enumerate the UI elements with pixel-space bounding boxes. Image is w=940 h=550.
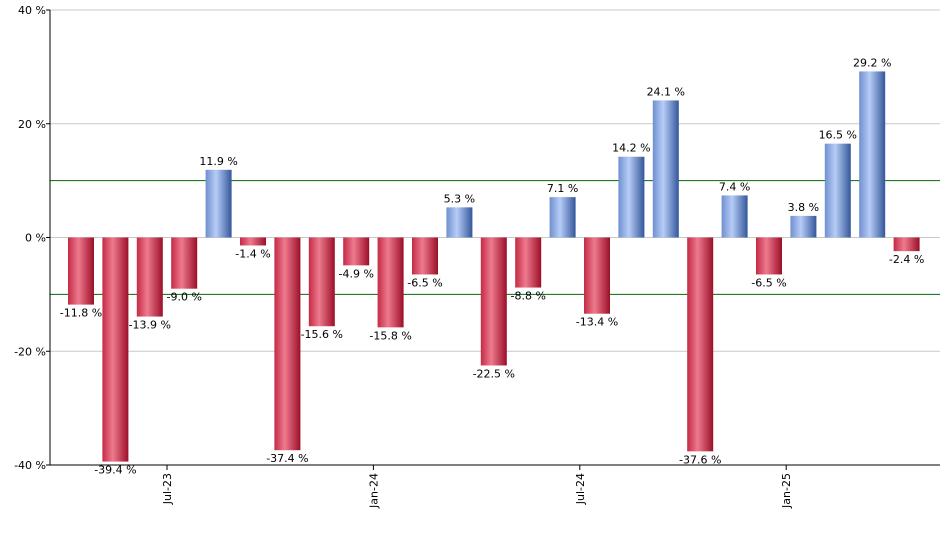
data-label: -8.8 %	[510, 290, 545, 303]
data-label: -9.0 %	[166, 291, 201, 304]
bar	[446, 207, 473, 238]
data-label: -6.5 %	[751, 276, 786, 289]
bar	[308, 237, 335, 327]
bar	[480, 237, 507, 366]
data-label: -37.6 %	[679, 453, 721, 466]
data-label: -22.5 %	[473, 367, 515, 380]
x-tick-label: Jul-23	[161, 473, 174, 505]
bar	[584, 237, 610, 314]
bar	[343, 237, 370, 266]
axes: 40 % 20 % 0 % -20 % -40 % Jul-23 Jan-24 Jul-24 J…	[14, 4, 940, 509]
bar	[687, 237, 714, 452]
bar	[68, 237, 94, 305]
data-label: 3.8 %	[788, 201, 819, 214]
bar	[859, 71, 886, 238]
data-label: 29.2 %	[853, 56, 891, 69]
data-label: -37.4 %	[266, 452, 308, 465]
bar	[515, 237, 542, 288]
bar	[377, 237, 404, 328]
data-labels: -11.8 % -39.4 % -13.9 % -9.0 % 11.9 % -1.4 % -…	[60, 56, 925, 476]
bar	[893, 237, 920, 252]
data-label: 5.3 %	[444, 192, 475, 205]
bar	[240, 237, 266, 246]
data-label: 14.2 %	[612, 142, 650, 155]
data-label: 7.4 %	[719, 180, 750, 193]
data-label: -15.8 %	[369, 329, 411, 342]
bar	[549, 197, 576, 238]
bar	[412, 237, 438, 275]
data-label: -13.4 %	[576, 316, 618, 329]
bar	[652, 100, 679, 238]
bar	[790, 215, 817, 238]
data-label: -4.9 %	[338, 267, 373, 280]
data-label: -11.8 %	[60, 307, 102, 320]
bar	[136, 237, 163, 317]
x-tick-label: Jan-25	[780, 473, 793, 509]
y-tick-label: -40 %	[14, 459, 46, 472]
bar	[721, 195, 748, 238]
data-label: 16.5 %	[819, 129, 857, 142]
y-tick-label: -20 %	[14, 345, 46, 358]
y-tick-label: 0 %	[25, 232, 46, 245]
data-label: 24.1 %	[647, 85, 685, 98]
data-label: 11.9 %	[199, 155, 237, 168]
bar	[205, 169, 232, 238]
bar	[274, 237, 301, 451]
data-label: -1.4 %	[235, 247, 270, 260]
y-tick-label: 20 %	[18, 118, 46, 131]
data-label: -15.6 %	[301, 328, 343, 341]
bar	[756, 237, 782, 275]
data-label: -6.5 %	[407, 276, 442, 289]
bar	[102, 237, 129, 462]
x-tick-label: Jul-24	[574, 473, 587, 505]
data-label: -13.9 %	[129, 319, 171, 332]
x-tick-label: Jan-24	[367, 473, 380, 509]
bar	[824, 143, 851, 238]
bars	[68, 71, 920, 462]
data-label: -2.4 %	[889, 253, 924, 266]
data-label: -39.4 %	[94, 464, 136, 477]
y-tick-label: 40 %	[18, 4, 46, 17]
data-label: 7.1 %	[547, 182, 578, 195]
bar	[171, 237, 198, 289]
bar	[618, 156, 645, 238]
